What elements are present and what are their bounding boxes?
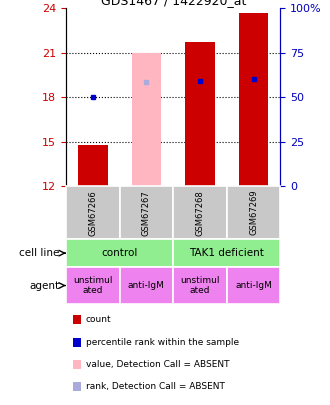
Bar [185,42,215,186]
Bar [173,267,227,304]
Text: rank, Detection Call = ABSENT: rank, Detection Call = ABSENT [86,382,225,391]
Text: GSM67267: GSM67267 [142,190,151,235]
Text: GSM67268: GSM67268 [196,190,205,235]
Bar [119,267,173,304]
Text: percentile rank within the sample: percentile rank within the sample [86,338,239,347]
Text: GSM67266: GSM67266 [88,190,97,235]
Text: count: count [86,315,112,324]
Bar [173,239,280,267]
Bar [66,239,173,267]
Bar [227,267,280,304]
Bar [66,267,119,304]
Bar [173,186,227,239]
Bar [227,186,280,239]
Text: value, Detection Call = ABSENT: value, Detection Call = ABSENT [86,360,229,369]
Bar [119,186,173,239]
Bar [78,145,108,186]
Bar [132,53,161,186]
Text: anti-IgM: anti-IgM [128,281,165,290]
Title: GDS1467 / 1422920_at: GDS1467 / 1422920_at [101,0,246,7]
Text: GSM67269: GSM67269 [249,190,258,235]
Text: anti-IgM: anti-IgM [235,281,272,290]
Text: cell line: cell line [19,248,59,258]
Text: agent: agent [29,281,59,290]
Text: control: control [101,248,138,258]
Text: unstimul
ated: unstimul ated [73,276,113,295]
Text: TAK1 deficient: TAK1 deficient [189,248,264,258]
Text: unstimul
ated: unstimul ated [180,276,220,295]
Bar [239,13,268,186]
Bar [66,186,119,239]
